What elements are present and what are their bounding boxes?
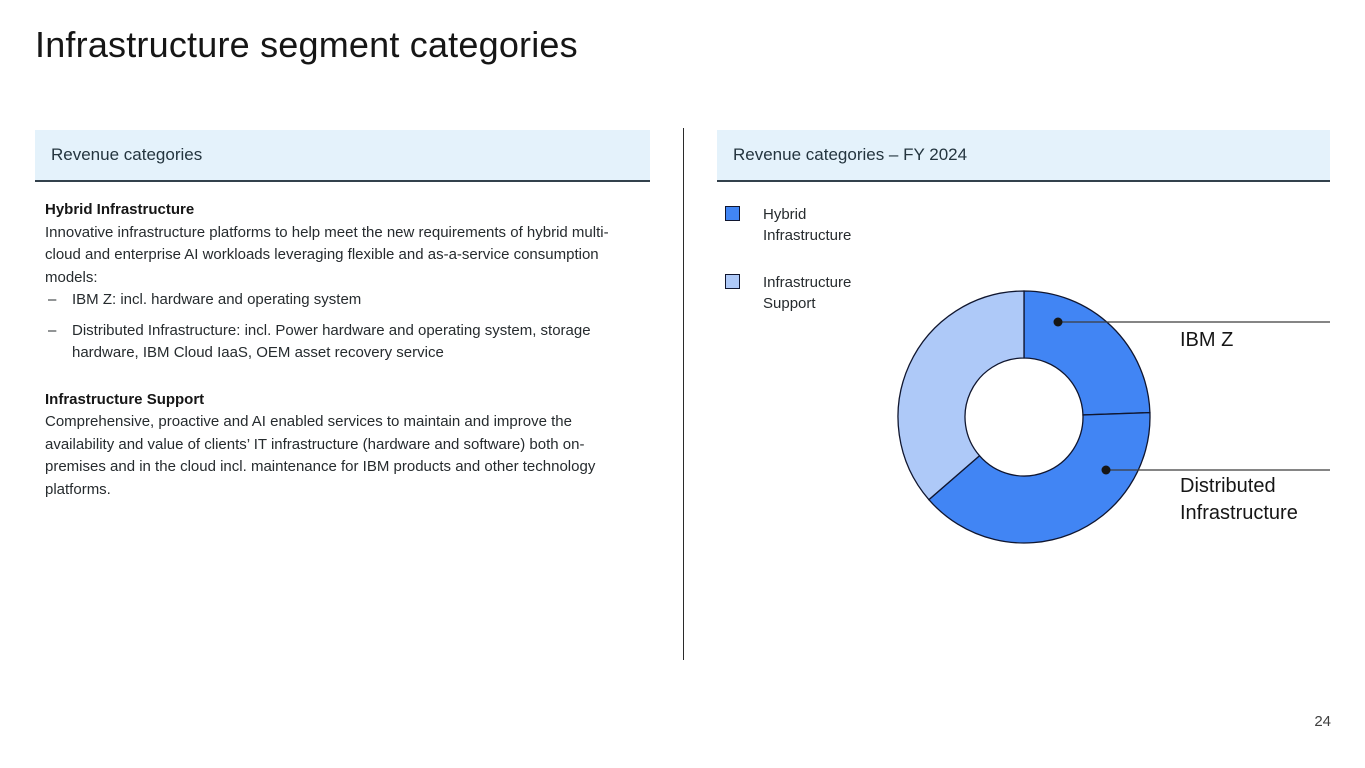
callout-label-distributed-infrastructure: Distributed Infrastructure bbox=[1180, 475, 1298, 524]
callout-label-ibm-z: IBM Z bbox=[1180, 329, 1234, 351]
right-panel: Revenue categories – FY 2024 bbox=[717, 130, 1330, 182]
section-body: Comprehensive, proactive and AI enabled … bbox=[45, 413, 596, 498]
page-number: 24 bbox=[1314, 713, 1331, 730]
left-panel: Revenue categories Hybrid Infrastructure… bbox=[35, 130, 650, 501]
section-heading: Hybrid Infrastructure bbox=[45, 201, 195, 218]
left-panel-header-label: Revenue categories bbox=[51, 145, 203, 164]
section-hybrid-infrastructure: Hybrid Infrastructure Innovative infrast… bbox=[45, 199, 640, 365]
donut-segment-infrastructure-support bbox=[897, 290, 1025, 501]
list-item-text: Distributed Infrastructure: incl. Power … bbox=[72, 321, 591, 362]
leader-dot-0 bbox=[1053, 317, 1063, 327]
legend-item-hybrid-infrastructure: Hybrid Infrastructure bbox=[725, 204, 851, 246]
section-infrastructure-support: Infrastructure Support Comprehensive, pr… bbox=[45, 389, 640, 502]
list-item-text: IBM Z: incl. hardware and operating syst… bbox=[72, 291, 362, 308]
left-panel-body: Hybrid Infrastructure Innovative infrast… bbox=[35, 182, 650, 501]
right-panel-header-label: Revenue categories – FY 2024 bbox=[733, 145, 968, 164]
legend-label: Hybrid Infrastructure bbox=[763, 206, 852, 244]
legend-swatch-dark-blue bbox=[725, 206, 740, 221]
legend-item-infrastructure-support: Infrastructure Support bbox=[725, 272, 851, 314]
legend-swatch-light-blue bbox=[725, 274, 740, 289]
list-item: – IBM Z: incl. hardware and operating sy… bbox=[45, 289, 640, 312]
bullet-dash: – bbox=[48, 291, 57, 308]
donut-chart bbox=[897, 290, 1330, 544]
bullet-dash: – bbox=[48, 321, 57, 339]
leader-dot-1 bbox=[1101, 465, 1111, 475]
panel-divider bbox=[683, 128, 684, 660]
left-panel-header: Revenue categories bbox=[35, 130, 650, 182]
section-heading: Infrastructure Support bbox=[45, 390, 205, 408]
page-title: Infrastructure segment categories bbox=[35, 24, 578, 65]
section-body: Innovative infrastructure platforms to h… bbox=[45, 223, 609, 286]
chart-legend: Hybrid Infrastructure Infrastructure Sup… bbox=[725, 204, 851, 314]
donut-segment-distributed-infrastructure bbox=[927, 411, 1151, 544]
donut-segment-ibm-z bbox=[1023, 290, 1151, 416]
right-panel-header: Revenue categories – FY 2024 bbox=[717, 130, 1330, 182]
list-item: – Distributed Infrastructure: incl. Powe… bbox=[45, 320, 640, 365]
bullet-list: – IBM Z: incl. hardware and operating sy… bbox=[45, 289, 640, 365]
legend-label: Infrastructure Support bbox=[763, 274, 852, 312]
